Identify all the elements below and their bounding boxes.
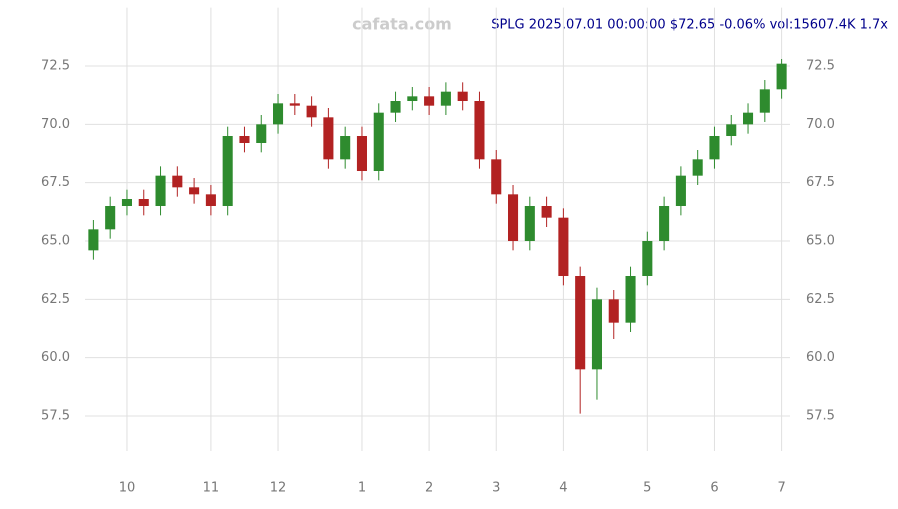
candle-body <box>474 101 485 160</box>
candle-body <box>440 91 451 106</box>
candle-body <box>541 206 552 218</box>
x-tick-label: 10 <box>119 481 136 496</box>
y-tick-label: 72.5 <box>41 59 70 74</box>
candle-body <box>138 199 149 207</box>
candle-body <box>675 175 686 207</box>
candle-body <box>356 136 367 172</box>
candle-body <box>457 91 468 102</box>
candle-body <box>340 136 351 160</box>
candle-body <box>692 159 703 176</box>
chart-title: SPLG 2025.07.01 00:00:00 $72.65 -0.06% v… <box>491 18 888 33</box>
y-tick-label: 67.5 <box>41 175 70 190</box>
candle-body <box>508 194 519 242</box>
x-tick-label: 12 <box>270 481 287 496</box>
x-tick-label: 4 <box>559 481 567 496</box>
candle-body <box>659 206 670 242</box>
candle-body <box>726 124 737 137</box>
y-tick-label-right: 72.5 <box>806 59 835 74</box>
candle-body <box>121 199 132 207</box>
candle-body <box>709 136 720 160</box>
candle-body <box>222 136 233 207</box>
candle-body <box>256 124 267 144</box>
candle-body <box>575 276 586 370</box>
candle-body <box>591 299 602 370</box>
candle-body <box>289 103 300 106</box>
x-tick-label: 5 <box>643 481 651 496</box>
y-tick-label: 70.0 <box>41 117 70 132</box>
candle-body <box>155 175 166 207</box>
candle-body <box>759 89 770 113</box>
y-tick-label-right: 65.0 <box>806 234 835 249</box>
candle-body <box>105 206 116 230</box>
candle-body <box>407 96 418 102</box>
candle-body <box>88 229 99 251</box>
candle-body <box>424 96 435 106</box>
candle-body <box>239 136 250 144</box>
x-tick-label: 2 <box>425 481 433 496</box>
x-tick-label: 6 <box>710 481 718 496</box>
candle-body <box>743 112 754 125</box>
candle-body <box>524 206 535 242</box>
x-tick-label: 7 <box>777 481 785 496</box>
candle-body <box>642 241 653 277</box>
candle-body <box>306 105 317 118</box>
x-tick-label: 11 <box>203 481 220 496</box>
y-tick-label: 57.5 <box>41 409 70 424</box>
y-tick-label: 65.0 <box>41 234 70 249</box>
y-tick-label-right: 70.0 <box>806 117 835 132</box>
candle-body <box>273 103 284 125</box>
y-tick-label: 60.0 <box>41 350 70 365</box>
watermark: cafata.com <box>352 15 452 34</box>
y-tick-label-right: 57.5 <box>806 409 835 424</box>
x-tick-label: 1 <box>358 481 366 496</box>
candle-body <box>558 217 569 277</box>
y-tick-label-right: 60.0 <box>806 350 835 365</box>
y-tick-label-right: 67.5 <box>806 175 835 190</box>
candle-body <box>608 299 619 323</box>
candle-body <box>390 101 401 113</box>
x-tick-label: 3 <box>492 481 500 496</box>
candle-body <box>172 175 183 188</box>
y-tick-label: 62.5 <box>41 292 70 307</box>
y-tick-label-right: 62.5 <box>806 292 835 307</box>
candle-body <box>776 63 787 90</box>
candle-body <box>373 112 384 172</box>
candle-body <box>323 117 334 160</box>
candle-body <box>189 187 200 195</box>
candle-body <box>491 159 502 195</box>
candle-body <box>625 276 636 323</box>
candle-body <box>205 194 216 207</box>
